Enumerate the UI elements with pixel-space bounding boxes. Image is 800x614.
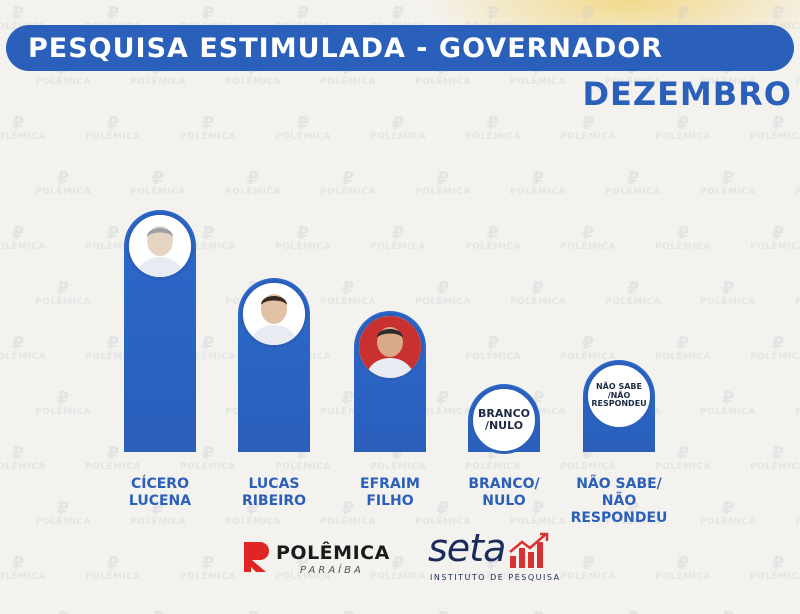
watermark-tile: ₽POLÊMICA: [225, 168, 282, 197]
watermark-tile: ₽POLÊMICA: [510, 168, 567, 197]
watermark-tile: ₽POLÊMICA: [275, 113, 332, 142]
watermark-tile: ₽POLÊMICA: [510, 278, 567, 307]
watermark-tile: ₽POLÊMICA: [0, 553, 47, 582]
seta-sub: INSTITUTO DE PESQUISA: [430, 573, 561, 582]
polemica-logo: POLÊMICA PARAÍBA: [240, 536, 389, 582]
watermark-tile: ₽POLÊMICA: [180, 553, 237, 582]
watermark-tile: ₽POLÊMICA: [750, 113, 800, 142]
seta-name: seta: [428, 526, 506, 570]
watermark-tile: ₽POLÊMICA: [560, 113, 617, 142]
watermark-tile: ₽POLÊMICA: [370, 113, 427, 142]
watermark-tile: ₽POLÊMICA: [415, 610, 471, 614]
category-label: CÍCERO LUCENA: [128, 476, 192, 509]
candidate-photo: [356, 313, 424, 382]
watermark-tile: ₽POLÊMICA: [275, 223, 332, 252]
watermark-tile: ₽POLÊMICA: [700, 498, 757, 527]
option-badge: BRANCO /NULO: [470, 386, 538, 455]
watermark-tile: ₽POLÊMICA: [320, 168, 377, 197]
watermark-tile: ₽POLÊMICA: [130, 168, 187, 197]
watermark-tile: ₽POLÊMICA: [700, 168, 757, 197]
person-photo-icon: [129, 214, 191, 277]
watermark-tile: ₽POLÊMICA: [560, 333, 617, 362]
watermark-tile: ₽POLÊMICA: [35, 388, 92, 417]
watermark-tile: ₽POLÊMICA: [320, 610, 376, 614]
option-badge-label: NÃO SABE /NÃO RESPONDEU: [591, 381, 647, 409]
category-label: LUCAS RIBEIRO: [241, 476, 307, 509]
watermark-tile: ₽POLÊMICA: [465, 333, 522, 362]
watermark-tile: ₽POLÊMICA: [225, 610, 281, 614]
watermark-tile: ₽POLÊMICA: [605, 278, 662, 307]
watermark-tile: ₽POLÊMICA: [750, 223, 800, 252]
watermark-tile: ₽POLÊMICA: [795, 77, 800, 87]
watermark-tile: ₽POLÊMICA: [415, 168, 472, 197]
watermark-tile: ₽POLÊMICA: [655, 333, 712, 362]
watermark-tile: ₽POLÊMICA: [750, 333, 800, 362]
watermark-tile: ₽POLÊMICA: [795, 407, 800, 417]
watermark-tile: ₽POLÊMICA: [0, 223, 47, 252]
watermark-tile: ₽POLÊMICA: [35, 498, 92, 527]
candidate-photo: [240, 279, 308, 348]
watermark-tile: ₽POLÊMICA: [85, 553, 142, 582]
candidate-photo: [126, 211, 194, 280]
option-badge: NÃO SABE /NÃO RESPONDEU: [585, 361, 653, 430]
watermark-tile: ₽POLÊMICA: [795, 610, 800, 614]
watermark-tile: ₽POLÊMICA: [415, 278, 472, 307]
watermark-tile: ₽POLÊMICA: [655, 223, 712, 252]
watermark-tile: ₽POLÊMICA: [655, 553, 712, 582]
watermark-tile: ₽POLÊMICA: [35, 610, 91, 614]
category-label: EFRAIM FILHO: [360, 476, 420, 509]
watermark-tile: ₽POLÊMICA: [605, 168, 662, 197]
watermark-tile: ₽POLÊMICA: [560, 223, 617, 252]
polemica-mark-icon: [244, 542, 269, 572]
watermark-tile: ₽POLÊMICA: [605, 610, 661, 614]
watermark-tile: ₽POLÊMICA: [560, 553, 617, 582]
watermark-tile: ₽POLÊMICA: [370, 223, 427, 252]
watermark-tile: ₽POLÊMICA: [510, 610, 566, 614]
person-photo-icon: [359, 316, 421, 379]
polemica-sub: PARAÍBA: [300, 565, 364, 576]
watermark-tile: ₽POLÊMICA: [655, 113, 712, 142]
watermark-tile: ₽POLÊMICA: [85, 113, 142, 142]
watermark-tile: ₽POLÊMICA: [700, 278, 757, 307]
option-badge-label: BRANCO /NULO: [478, 407, 530, 433]
watermark-tile: ₽POLÊMICA: [700, 388, 757, 417]
watermark-tile: ₽POLÊMICA: [465, 113, 522, 142]
watermark-tile: ₽POLÊMICA: [750, 443, 800, 472]
watermark-tile: ₽POLÊMICA: [465, 223, 522, 252]
page-subtitle: DEZEMBRO: [582, 75, 792, 113]
category-label: NÃO SABE/ NÃO RESPONDEU: [570, 476, 668, 526]
watermark-tile: ₽POLÊMICA: [320, 278, 377, 307]
watermark-tile: ₽POLÊMICA: [0, 443, 47, 472]
watermark-tile: ₽POLÊMICA: [795, 297, 800, 307]
category-label: BRANCO/ NULO: [468, 476, 540, 509]
watermark-tile: ₽POLÊMICA: [35, 278, 92, 307]
watermark-tile: ₽POLÊMICA: [750, 553, 800, 582]
seta-logo: seta INSTITUTO DE PESQUISA: [428, 526, 561, 588]
watermark-tile: ₽POLÊMICA: [795, 187, 800, 197]
watermark-tile: ₽POLÊMICA: [795, 517, 800, 527]
polemica-name: POLÊMICA: [276, 542, 390, 564]
watermark-tile: ₽POLÊMICA: [130, 610, 186, 614]
watermark-tile: ₽POLÊMICA: [35, 168, 92, 197]
watermark-tile: ₽POLÊMICA: [0, 333, 47, 362]
watermark-tile: ₽POLÊMICA: [180, 113, 237, 142]
title-banner: PESQUISA ESTIMULADA - GOVERNADOR: [6, 25, 794, 71]
seta-chart-icon: [509, 532, 549, 568]
watermark-tile: ₽POLÊMICA: [700, 610, 756, 614]
person-photo-icon: [243, 282, 305, 345]
page-title: PESQUISA ESTIMULADA - GOVERNADOR: [28, 32, 664, 64]
watermark-tile: ₽POLÊMICA: [655, 443, 712, 472]
watermark-tile: ₽POLÊMICA: [0, 113, 47, 142]
